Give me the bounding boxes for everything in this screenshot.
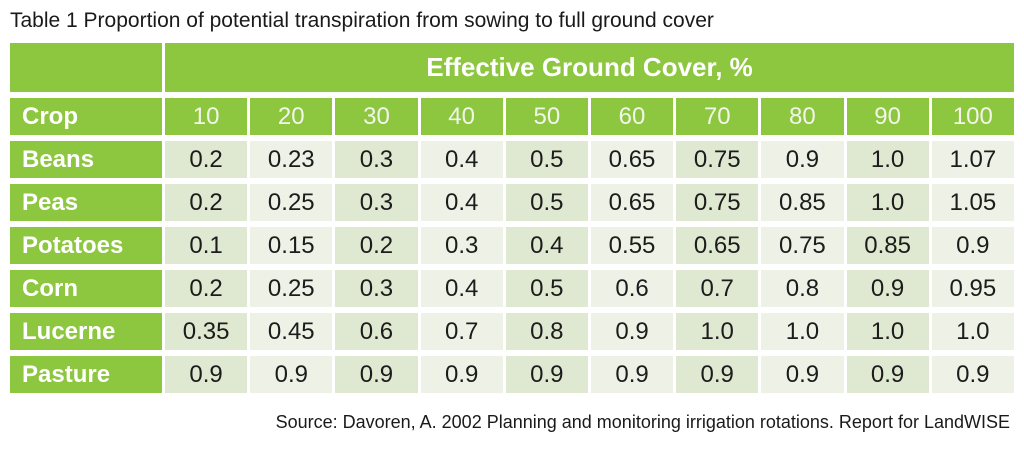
value-cell: 0.2	[335, 227, 418, 264]
value-cell: 0.4	[420, 270, 503, 307]
value-cell: 0.9	[931, 227, 1014, 264]
crop-row-label: Corn	[10, 270, 162, 307]
value-cell: 0.1	[165, 227, 248, 264]
value-cell: 0.4	[505, 227, 588, 264]
value-cell: 0.4	[420, 141, 503, 178]
percent-column-header: 50	[505, 98, 588, 135]
value-cell: 0.25	[250, 184, 333, 221]
percent-column-header: 70	[676, 98, 759, 135]
value-cell: 0.3	[335, 270, 418, 307]
value-cell: 0.7	[676, 270, 759, 307]
percent-column-header: 60	[590, 98, 674, 135]
value-cell: 0.65	[590, 184, 674, 221]
value-cell: 0.9	[505, 356, 588, 393]
table-row: Pasture 0.9 0.9 0.9 0.9 0.9 0.9 0.9 0.9 0.9 0.9	[10, 356, 1014, 393]
crop-row-label: Pasture	[10, 356, 162, 393]
value-cell: 1.0	[846, 141, 929, 178]
value-cell: 0.75	[761, 227, 844, 264]
value-cell: 0.9	[846, 270, 929, 307]
value-cell: 0.5	[505, 141, 588, 178]
value-cell: 1.05	[931, 184, 1014, 221]
value-cell: 0.23	[250, 141, 333, 178]
span-header-row: Effective Ground Cover, %	[10, 43, 1014, 92]
table-row: Beans 0.2 0.23 0.3 0.4 0.5 0.65 0.75 0.9 1.0 1.07	[10, 141, 1014, 178]
percent-column-header: 90	[846, 98, 929, 135]
value-cell: 1.0	[931, 313, 1014, 350]
source-note: Source: Davoren, A. 2002 Planning and mo…	[275, 412, 1010, 432]
value-cell: 0.3	[420, 227, 503, 264]
percent-column-header: 30	[335, 98, 418, 135]
value-cell: 0.5	[505, 270, 588, 307]
value-cell: 0.9	[165, 356, 248, 393]
value-cell: 0.2	[165, 141, 248, 178]
value-cell: 0.5	[505, 184, 588, 221]
value-cell: 0.3	[335, 184, 418, 221]
value-cell: 0.55	[590, 227, 674, 264]
table-row: Peas 0.2 0.25 0.3 0.4 0.5 0.65 0.75 0.85 1.0 1.05	[10, 184, 1014, 221]
transpiration-table: Effective Ground Cover, % Crop 10 20 30 40 5…	[7, 37, 1017, 399]
value-cell: 0.8	[505, 313, 588, 350]
value-cell: 0.65	[676, 227, 759, 264]
value-cell: 0.8	[761, 270, 844, 307]
value-cell: 0.85	[846, 227, 929, 264]
percent-column-header: 100	[931, 98, 1014, 135]
value-cell: 1.0	[676, 313, 759, 350]
table-row: Corn 0.2 0.25 0.3 0.4 0.5 0.6 0.7 0.8 0.9 0.95	[10, 270, 1014, 307]
value-cell: 1.0	[761, 313, 844, 350]
value-cell: 0.45	[250, 313, 333, 350]
value-cell: 0.9	[250, 356, 333, 393]
value-cell: 0.9	[676, 356, 759, 393]
value-cell: 1.0	[846, 313, 929, 350]
value-cell: 0.75	[676, 141, 759, 178]
crop-row-label: Peas	[10, 184, 162, 221]
value-cell: 0.6	[335, 313, 418, 350]
value-cell: 0.2	[165, 270, 248, 307]
value-cell: 0.9	[761, 141, 844, 178]
percent-header-row: Crop 10 20 30 40 50 60 70 80 90 100	[10, 98, 1014, 135]
value-cell: 0.35	[165, 313, 248, 350]
value-cell: 0.9	[761, 356, 844, 393]
percent-column-header: 10	[165, 98, 248, 135]
value-cell: 0.2	[165, 184, 248, 221]
value-cell: 1.07	[931, 141, 1014, 178]
crop-column-header: Crop	[10, 98, 162, 135]
crop-row-label: Lucerne	[10, 313, 162, 350]
value-cell: 0.95	[931, 270, 1014, 307]
percent-column-header: 20	[250, 98, 333, 135]
table-caption: Table 1 Proportion of potential transpir…	[10, 9, 714, 32]
value-cell: 0.4	[420, 184, 503, 221]
percent-column-header: 40	[420, 98, 503, 135]
percent-column-header: 80	[761, 98, 844, 135]
value-cell: 0.7	[420, 313, 503, 350]
value-cell: 0.9	[931, 356, 1014, 393]
corner-cell	[10, 43, 162, 92]
crop-row-label: Beans	[10, 141, 162, 178]
table-row: Potatoes 0.1 0.15 0.2 0.3 0.4 0.55 0.65 0.75 0.85…	[10, 227, 1014, 264]
value-cell: 0.6	[590, 270, 674, 307]
value-cell: 0.9	[590, 356, 674, 393]
value-cell: 0.9	[420, 356, 503, 393]
value-cell: 0.9	[335, 356, 418, 393]
value-cell: 1.0	[846, 184, 929, 221]
value-cell: 0.65	[590, 141, 674, 178]
crop-row-label: Potatoes	[10, 227, 162, 264]
value-cell: 0.9	[846, 356, 929, 393]
crop-table-body: Beans 0.2 0.23 0.3 0.4 0.5 0.65 0.75 0.9 1.0 1.07 P…	[10, 141, 1014, 393]
value-cell: 0.75	[676, 184, 759, 221]
value-cell: 0.9	[590, 313, 674, 350]
document-page: Table 1 Proportion of potential transpir…	[0, 9, 1024, 433]
value-cell: 0.3	[335, 141, 418, 178]
value-cell: 0.85	[761, 184, 844, 221]
value-cell: 0.25	[250, 270, 333, 307]
value-cell: 0.15	[250, 227, 333, 264]
effective-ground-cover-header: Effective Ground Cover, %	[165, 43, 1014, 92]
table-row: Lucerne 0.35 0.45 0.6 0.7 0.8 0.9 1.0 1.0 1.0 1.0	[10, 313, 1014, 350]
